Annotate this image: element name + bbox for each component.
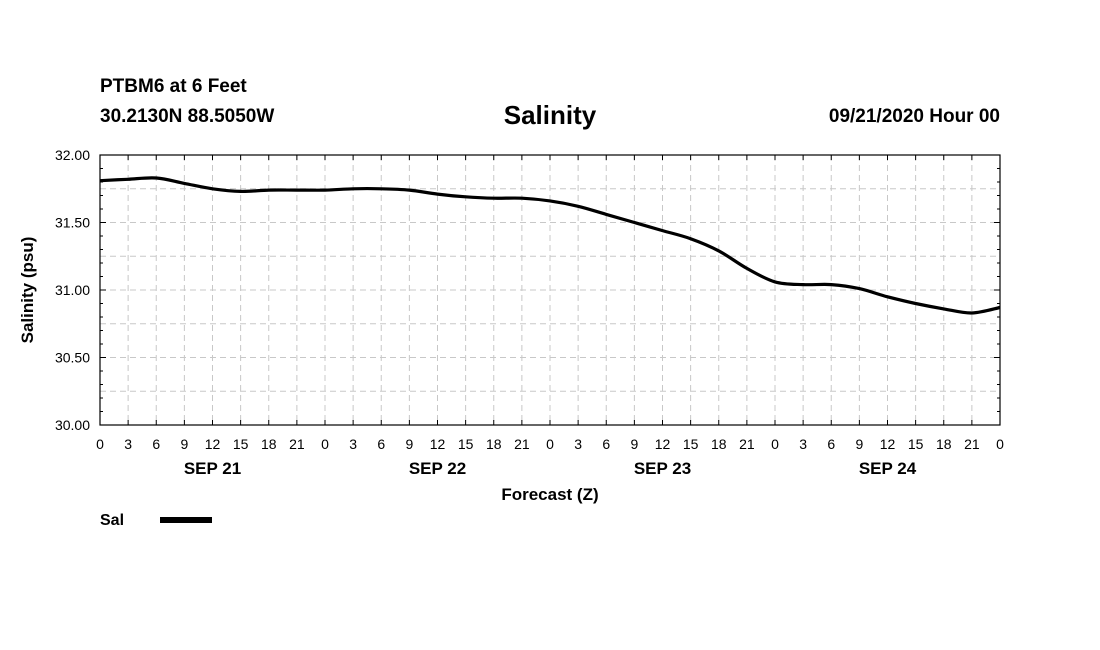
x-tick-label: 0: [771, 436, 779, 452]
day-label: SEP 22: [409, 459, 466, 478]
x-tick-label: 9: [405, 436, 413, 452]
x-tick-label: 21: [964, 436, 980, 452]
x-tick-label: 3: [124, 436, 132, 452]
day-label: SEP 23: [634, 459, 691, 478]
x-tick-label: 15: [908, 436, 924, 452]
x-tick-label: 3: [349, 436, 357, 452]
series-line-sal: [99, 176, 1001, 315]
x-tick-label: 21: [739, 436, 755, 452]
x-axis-title: Forecast (Z): [501, 485, 598, 504]
x-tick-label: 12: [205, 436, 221, 452]
coordinates-label: 30.2130N 88.5050W: [100, 106, 275, 127]
plot-frame: [99, 154, 1001, 426]
x-tick-label: 6: [152, 436, 160, 452]
x-tick-label: 0: [321, 436, 329, 452]
x-tick-label: 18: [486, 436, 502, 452]
x-tick-label: 9: [855, 436, 863, 452]
y-tick-label: 30.00: [55, 417, 90, 433]
x-tick-label: 6: [602, 436, 610, 452]
x-tick-label: 15: [233, 436, 249, 452]
x-tick-label: 18: [936, 436, 952, 452]
day-label: SEP 24: [859, 459, 917, 478]
y-tick-label: 31.50: [55, 215, 90, 231]
y-axis-title: Salinity (psu): [18, 237, 37, 344]
chart-title: Salinity: [503, 100, 597, 130]
x-tick-label: 21: [289, 436, 305, 452]
run-time-label: 09/21/2020 Hour 00: [828, 106, 1000, 127]
legend-label: Sal: [100, 512, 124, 529]
x-tick-label: 21: [514, 436, 530, 452]
x-tick-label: 18: [261, 436, 277, 452]
x-tick-label: 12: [430, 436, 446, 452]
x-tick-label: 3: [574, 436, 582, 452]
x-tick-label: 12: [655, 436, 671, 452]
x-tick-label: 15: [683, 436, 699, 452]
x-tick-label: 6: [827, 436, 835, 452]
x-tick-label: 6: [377, 436, 385, 452]
y-tick-label: 32.00: [55, 147, 90, 163]
x-tick-label: 18: [711, 436, 727, 452]
x-tick-label: 15: [458, 436, 474, 452]
y-tick-label: 31.00: [55, 282, 90, 298]
x-tick-label: 3: [799, 436, 807, 452]
x-tick-label: 0: [996, 436, 1004, 452]
x-tick-label: 9: [630, 436, 638, 452]
x-tick-label: 12: [880, 436, 896, 452]
x-tick-label: 9: [180, 436, 188, 452]
x-tick-label: 0: [96, 436, 104, 452]
x-tick-label: 0: [546, 436, 554, 452]
day-label: SEP 21: [184, 459, 241, 478]
station-label: PTBM6 at 6 Feet: [100, 76, 247, 97]
y-tick-label: 30.50: [55, 350, 90, 366]
